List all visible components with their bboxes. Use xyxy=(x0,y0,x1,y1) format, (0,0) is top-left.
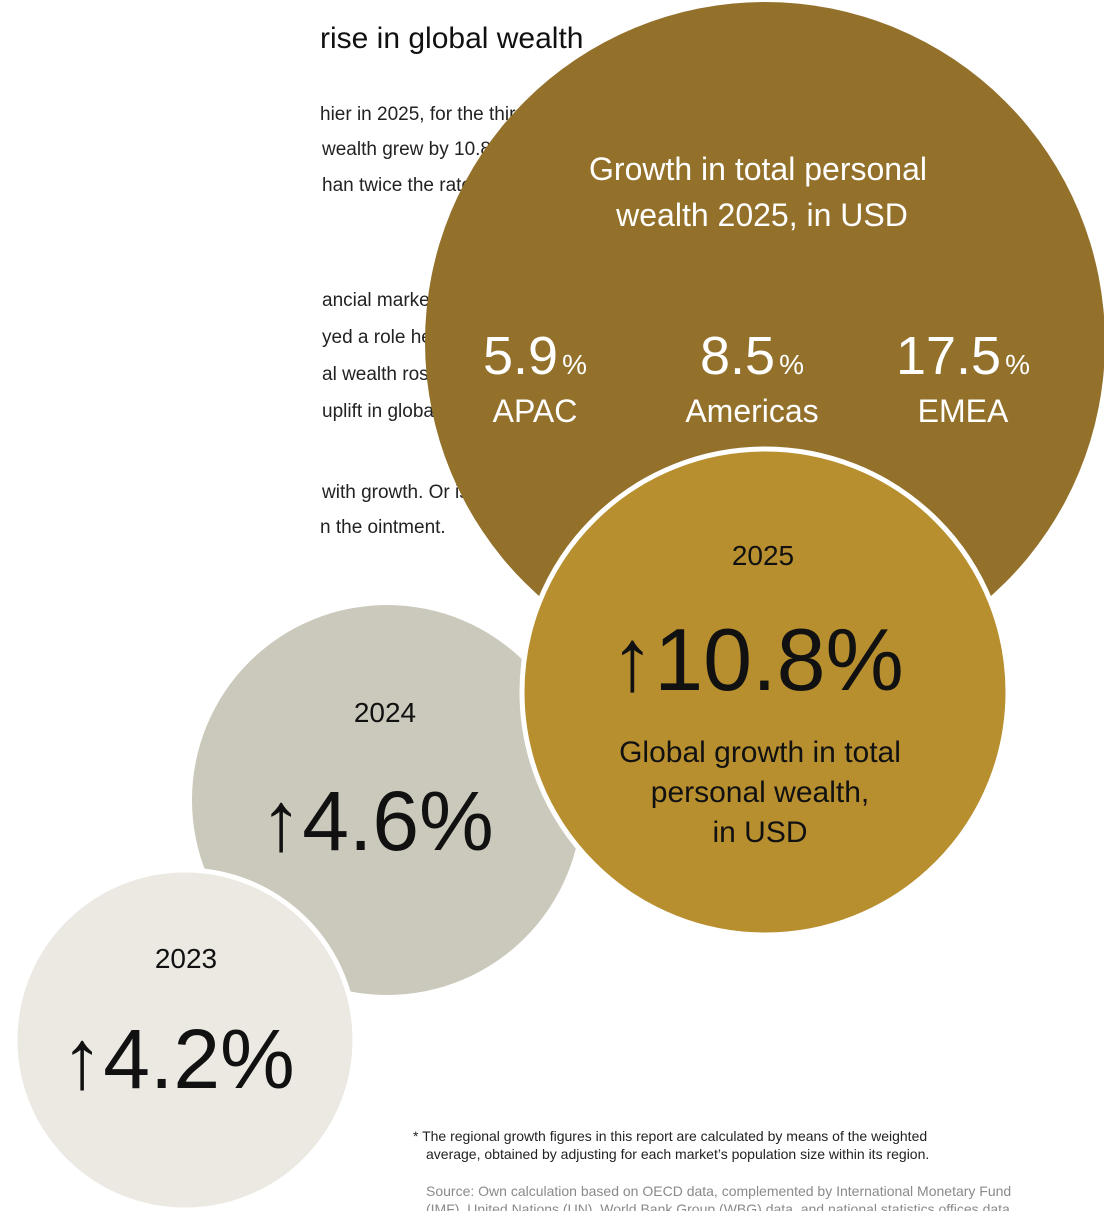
regional-circle xyxy=(425,2,1104,682)
region-number: 17.5 xyxy=(896,326,1001,386)
region-unit: % xyxy=(1005,349,1030,380)
region-unit: % xyxy=(562,349,587,380)
region-value: 8.5% xyxy=(700,326,804,386)
region-name: APAC xyxy=(493,393,578,429)
paragraph-line: hier in 2025, for the third year xyxy=(320,104,569,125)
year-caption: in USD xyxy=(712,816,807,849)
region-number: 5.9 xyxy=(483,326,558,386)
year-caption: personal wealth, xyxy=(651,776,869,809)
year-growth: ↑10.8% xyxy=(610,610,904,709)
year-circle-2024 xyxy=(192,605,582,995)
region-unit: % xyxy=(779,349,804,380)
year-caption: Global growth in total xyxy=(619,736,901,769)
title: rise in global wealth xyxy=(320,22,583,55)
regional-title: Growth in total personal xyxy=(589,151,927,187)
year-label: 2025 xyxy=(732,540,794,571)
year-growth: ↑4.2% xyxy=(61,1012,294,1106)
region-name: EMEA xyxy=(918,393,1009,429)
region-value: 5.9% xyxy=(483,326,587,386)
footnote: * The regional growth figures in this re… xyxy=(413,1128,927,1144)
paragraph-line: n the ointment. xyxy=(320,517,446,538)
year-label: 2023 xyxy=(155,943,217,974)
regional-title: wealth 2025, in USD xyxy=(615,197,908,233)
region-value: 17.5% xyxy=(896,326,1030,386)
year-circle-2023 xyxy=(12,867,358,1211)
footnote: average, obtained by adjusting for each … xyxy=(426,1146,929,1162)
region-name: Americas xyxy=(685,393,818,429)
year-growth: ↑4.6% xyxy=(260,774,493,868)
year-circle-2025 xyxy=(519,446,1011,938)
source: (IMF), United Nations (UN), World Bank G… xyxy=(426,1201,1010,1211)
source: Source: Own calculation based on OECD da… xyxy=(426,1183,1011,1199)
year-label: 2024 xyxy=(354,697,416,728)
region-number: 8.5 xyxy=(700,326,775,386)
